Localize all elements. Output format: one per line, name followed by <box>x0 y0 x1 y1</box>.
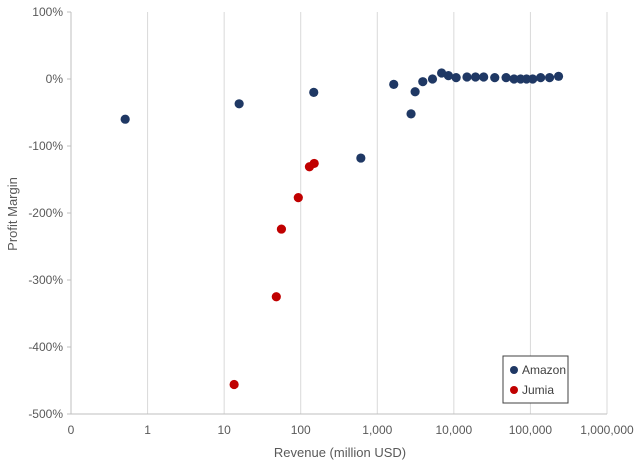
gridlines <box>67 11 608 415</box>
point-amazon <box>389 79 399 89</box>
legend-box <box>502 355 569 404</box>
x-tick-labels: 0 1 10 100 1,000 10,000 100,000 1,000,000 <box>68 423 634 437</box>
x-axis-title: Revenue (million USD) <box>274 445 406 460</box>
x-tick-label: 10,000 <box>436 423 473 437</box>
x-tick-label: 1,000,000 <box>580 423 634 437</box>
point-amazon <box>427 74 438 84</box>
y-tick-label: 100% <box>32 5 63 19</box>
point-amazon <box>501 73 511 83</box>
point-jumia <box>229 379 239 390</box>
point-amazon <box>528 74 538 84</box>
legend-label-jumia: Jumia <box>522 383 554 397</box>
point-amazon <box>536 73 546 83</box>
legend-marker-jumia <box>510 386 518 394</box>
point-amazon <box>544 73 555 83</box>
point-amazon <box>356 153 366 163</box>
y-tick-labels: 100% 0% -100% -200% -300% -400% -500% <box>28 5 63 421</box>
point-jumia <box>309 158 319 169</box>
point-amazon <box>120 114 130 124</box>
point-amazon <box>234 99 244 109</box>
y-tick-label: 0% <box>46 72 64 86</box>
point-amazon <box>509 74 519 84</box>
x-tick-label: 100 <box>291 423 311 437</box>
point-amazon <box>553 71 564 81</box>
legend-label-amazon: Amazon <box>522 363 566 377</box>
point-amazon <box>443 71 454 81</box>
y-tick-label: -300% <box>28 273 63 287</box>
point-amazon <box>479 72 489 82</box>
x-tick-label: 1,000 <box>362 423 392 437</box>
y-tick-label: -100% <box>28 139 63 153</box>
point-amazon <box>406 109 416 119</box>
x-tick-label: 10 <box>217 423 231 437</box>
legend-marker-amazon <box>510 366 518 374</box>
point-amazon <box>470 72 481 82</box>
point-amazon <box>462 72 472 82</box>
y-axis-title: Profit Margin <box>5 177 20 251</box>
legend: Amazon Jumia <box>502 355 569 404</box>
point-amazon <box>451 73 461 83</box>
point-amazon <box>490 73 500 83</box>
point-amazon <box>410 87 420 97</box>
x-tick-label: 1 <box>144 423 151 437</box>
x-tick-label: 100,000 <box>509 423 553 437</box>
y-tick-label: -500% <box>28 407 63 421</box>
point-jumia <box>293 192 303 203</box>
point-jumia <box>271 292 281 302</box>
x-tick-label: 0 <box>68 423 75 437</box>
point-jumia <box>276 224 287 234</box>
point-amazon <box>418 77 428 87</box>
y-tick-label: -200% <box>28 206 63 220</box>
data-points <box>120 68 564 390</box>
point-amazon <box>309 87 319 97</box>
y-tick-label: -400% <box>28 340 63 354</box>
